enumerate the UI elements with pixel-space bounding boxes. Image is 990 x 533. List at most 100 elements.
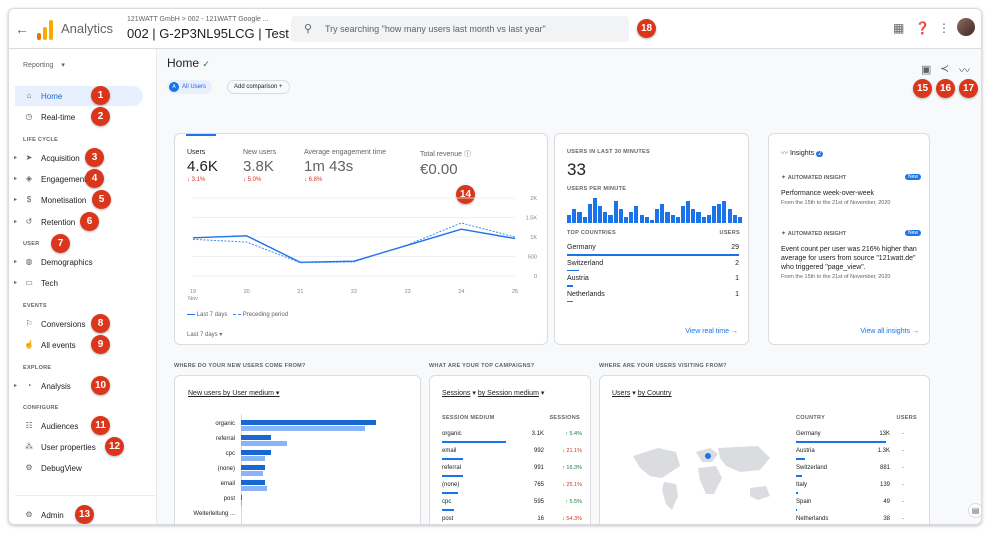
sidebar-item-demographics[interactable]: ▸ ◍ Demographics (14, 252, 143, 272)
table-row[interactable]: Netherlands 38 - (796, 516, 918, 524)
metric-new-users[interactable]: New users 3.8K ↓ 5.0% (243, 149, 276, 183)
home-icon: ⌂ (26, 91, 32, 100)
sidebar-item-admin[interactable]: ⚙ Admin (15, 505, 143, 524)
insights-sparkline-icon[interactable]: 〰 (959, 65, 970, 77)
sidebar-item-acquisition[interactable]: ▸ ➤ Acquisition (14, 148, 143, 168)
insight-tag: AUTOMATED INSIGHT (787, 175, 847, 181)
sessions-change: ↑ 5.4% (565, 431, 582, 437)
new-users-selector[interactable]: New users by User medium ▾ (188, 389, 279, 397)
per-minute-bar (727, 209, 732, 223)
property-selector[interactable]: 002 | G-2P3NL95LCG | Test ▾ (127, 26, 297, 41)
metric-users[interactable]: Users 4.6K ↓ 3.1% (187, 149, 218, 183)
x-tick-label: 22 (351, 289, 357, 295)
bar-current (241, 450, 271, 455)
campaigns-selector[interactable]: Sessions ▾ by Session medium ▾ (442, 389, 544, 397)
table-row[interactable]: Italy 139 - (796, 482, 918, 497)
sidebar-item-label: Acquisition (41, 154, 80, 163)
sidebar-item-retention[interactable]: ▸ ↺ Retention (14, 212, 143, 232)
annotation-badge-12: 12 (105, 437, 124, 456)
date-range-label: Last 7 days (187, 332, 218, 338)
view-all-insights-link[interactable]: View all insights → (860, 328, 919, 335)
reporting-dropdown[interactable]: Reporting ▾ (23, 61, 65, 69)
country-name: Austria (796, 448, 815, 454)
table-row[interactable]: Austria 1.3K - (796, 448, 918, 463)
expand-arrow-icon: ▸ (14, 176, 18, 182)
medium-label: Weiterleitung ... (193, 511, 235, 517)
per-minute-bar (711, 206, 717, 223)
sidebar-item-home[interactable]: ⌂ Home (15, 86, 143, 106)
country-users: 881 (879, 465, 890, 471)
y-tick-label: 0 (534, 274, 537, 280)
search-bar[interactable]: ⚲ Try searching "how many users last mon… (291, 16, 629, 42)
sidebar-item-audiences[interactable]: ☷ Audiences (15, 416, 143, 436)
account-breadcrumb[interactable]: 121WATT GmbH > 002 - 121WATT Google ... (127, 16, 269, 23)
metric-label: New users (243, 149, 277, 156)
medium-name: email (442, 448, 457, 454)
country-users: 13K (879, 431, 890, 437)
sidebar-item-tech[interactable]: ▸ ▭ Tech (14, 273, 143, 293)
table-row[interactable]: cpc 595 ↑ 5.5% (442, 499, 582, 514)
date-range-selector[interactable]: Last 7 days ▾ (187, 331, 222, 338)
table-row[interactable]: referral 991 ↑ 16.3% (442, 465, 582, 480)
per-minute-bar (691, 209, 696, 223)
more-vert-icon[interactable]: ⋮ (938, 21, 950, 35)
avatar[interactable] (957, 18, 975, 36)
share-icon[interactable]: ≺ (940, 63, 950, 75)
customize-report-icon[interactable]: ▣ (921, 64, 932, 76)
sidebar-item-label: Demographics (41, 258, 93, 267)
per-minute-bar (613, 200, 618, 223)
insight-item[interactable]: ✦ AUTOMATED INSIGHT New Performance week-o… (781, 174, 921, 206)
country-users: 139 (879, 482, 890, 488)
countries-selector[interactable]: Users ▾ by Country (612, 389, 672, 397)
view-realtime-link[interactable]: View real time → (685, 328, 738, 335)
feedback-icon[interactable]: ▤ (968, 503, 981, 518)
overview-metrics-card: Users 4.6K ↓ 3.1% New users 3.8K ↓ 5.0% … (174, 133, 548, 345)
metric-total-revenue[interactable]: Total revenue ⓘ €0.00 (420, 149, 471, 178)
sessions-value: 991 (533, 465, 544, 471)
table-row[interactable]: email 992 ↓ 21.1% (442, 448, 582, 463)
table-row[interactable]: (none) 765 ↓ 25.1% (442, 482, 582, 497)
add-comparison-button[interactable]: Add comparison + (227, 80, 290, 94)
sidebar-item-all-events[interactable]: ☝ All events (15, 335, 143, 355)
section-events: EVENTS (23, 303, 47, 309)
expand-arrow-icon: ▸ (14, 155, 18, 161)
table-row[interactable]: Spain 49 - (796, 499, 918, 514)
sidebar-item-realtime[interactable]: ◷ Real-time (15, 107, 143, 127)
sparkle-icon: ✦ (781, 231, 788, 237)
help-icon[interactable]: ❓ (915, 21, 930, 35)
sidebar-item-monetisation[interactable]: ▸ $ Monetisation (14, 190, 143, 210)
table-row[interactable]: Germany 13K - (796, 431, 918, 446)
clock-icon: ◷ (25, 112, 33, 121)
acquisition-icon: ➤ (25, 153, 33, 162)
table-row[interactable]: organic 3.1K ↑ 5.4% (442, 431, 582, 446)
analysis-icon: ◔ (26, 381, 32, 390)
apps-grid-icon[interactable]: ▦ (893, 21, 905, 35)
annotation-badge-3: 3 (85, 148, 104, 167)
bar-previous (241, 456, 266, 461)
sessions-value: 595 (533, 499, 544, 505)
insights-title: Insights (789, 150, 815, 157)
sidebar-item-engagement[interactable]: ▸ ◈ Engagement (14, 169, 143, 189)
sidebar-item-label: Real-time (41, 113, 76, 122)
sidebar-item-user-properties[interactable]: ⁂ User properties (15, 437, 143, 457)
table-row[interactable]: Switzerland 881 - (796, 465, 918, 480)
table-row[interactable]: post 16 ↓ 54.3% (442, 516, 582, 524)
sidebar-item-conversions[interactable]: ⚐ Conversions (15, 314, 143, 334)
sidebar-item-analysis[interactable]: ▸ ◔ Analysis (14, 376, 143, 396)
metric-change: ↓ 3.1% (187, 177, 206, 183)
sessions-value: 3.1K (531, 431, 544, 437)
all-users-chip[interactable]: A All Users (167, 80, 213, 94)
bar-current (241, 495, 243, 500)
sidebar-item-debugview[interactable]: ⚙ DebugView (15, 458, 143, 478)
share-bar (442, 492, 458, 494)
back-arrow-icon[interactable]: ← (15, 21, 29, 37)
country-bar (567, 254, 739, 256)
insight-item[interactable]: ✦ AUTOMATED INSIGHT New Event count per us… (781, 230, 921, 280)
section-user: USER (23, 241, 40, 247)
top-countries-header: TOP COUNTRIES (567, 230, 616, 236)
debug-icon: ⚙ (25, 463, 33, 472)
metric-engagement-time[interactable]: Average engagement time 1m 43s ↓ 6.8% (304, 149, 386, 183)
devices-icon: ▭ (25, 278, 33, 287)
users-column-header: USERS (719, 230, 740, 236)
chevron-down-icon: ▾ (219, 332, 223, 338)
